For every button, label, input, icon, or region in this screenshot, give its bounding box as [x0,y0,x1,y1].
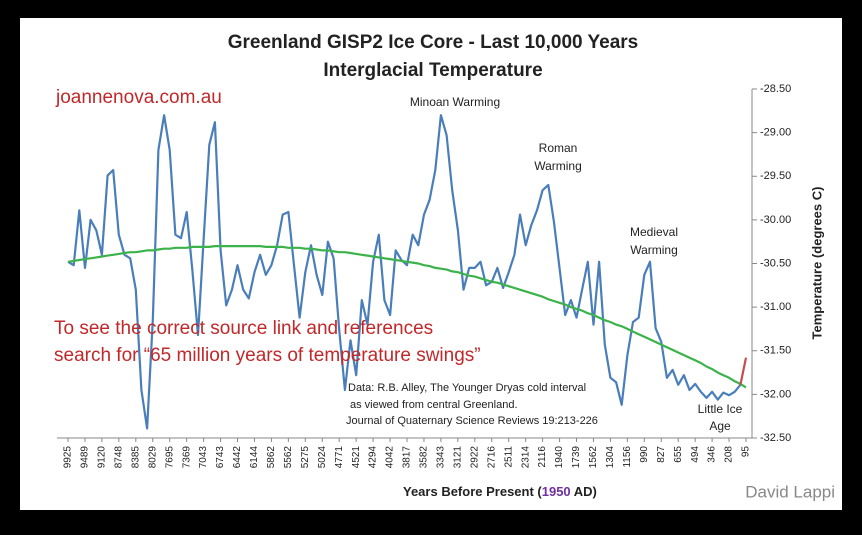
y-tick-label: -30.00 [760,214,791,226]
x-tick-label: 208 [724,446,735,463]
y-tick-label: -30.50 [760,257,791,269]
x-tick-label: 9925 [63,446,74,469]
x-axis-label-part: Years Before Present ( [403,484,542,499]
notice: To see the correct source link and refer… [54,318,433,339]
x-tick-label: 655 [673,446,684,463]
x-tick-label: 7695 [164,446,175,469]
y-tick-label: -29.50 [760,170,791,182]
x-tick-label: 2511 [503,446,514,468]
x-tick-label: 8748 [113,446,124,469]
x-tick-label: 1562 [588,446,599,469]
annotation: Warming [630,243,678,257]
y-tick-label: -28.50 [760,83,791,95]
y-tick-label: -32.50 [760,432,791,444]
series-line [739,357,748,386]
annotation: Age [709,419,731,433]
x-tick-label: 8385 [130,446,141,469]
x-tick-label: 9120 [97,446,108,469]
x-tick-label: 2922 [469,446,480,469]
x-tick-label: 2314 [520,446,531,469]
x-tick-label: 4771 [334,446,345,469]
x-tick-label: 827 [656,446,667,463]
x-tick-label: 990 [639,446,650,463]
x-tick-label: 494 [690,446,701,463]
x-tick-label: 6144 [249,446,260,469]
source-note: Journal of Quaternary Science Reviews 19… [346,415,598,427]
annotation: Medieval [630,225,678,239]
x-tick-label: 3817 [402,446,413,469]
x-tick-label: 7043 [198,446,209,469]
x-tick-label: 3121 [452,446,463,469]
site-label: joannenova.com.au [55,87,222,108]
x-tick-label: 4294 [368,446,379,469]
x-tick-label: 5024 [317,446,328,469]
x-axis-label: Years Before Present (1950 AD) [403,484,597,499]
x-tick-label: 346 [707,446,718,463]
x-tick-label: 1156 [622,446,633,468]
y-tick-label: -32.00 [760,388,791,400]
x-tick-label: 5862 [266,446,277,469]
x-tick-label: 95 [741,446,752,458]
x-tick-label: 8029 [147,446,158,469]
x-tick-label: 7369 [181,446,192,469]
x-tick-label: 5562 [283,446,294,469]
y-tick-label: -29.00 [760,127,791,139]
source-note: as viewed from central Greenland. [350,399,518,411]
x-tick-label: 6442 [232,446,243,469]
chart-subtitle: Interglacial Temperature [323,60,542,81]
x-tick-label: 5275 [300,446,311,469]
chart-title: Greenland GISP2 Ice Core - Last 10,000 Y… [228,32,638,53]
series-line [67,114,742,430]
x-axis-label-year: 1950 [542,484,571,499]
x-tick-label: 1739 [571,446,582,469]
annotation: Little Ice [698,402,743,416]
y-tick-label: -31.00 [760,301,791,313]
series-line [67,245,747,389]
x-tick-label: 3582 [419,446,430,469]
watermark: David Lappi [745,482,835,501]
x-tick-label: 9489 [80,446,91,469]
notice: search for “65 million years of temperat… [54,345,481,366]
x-tick-label: 1940 [554,446,565,469]
annotation: Minoan Warming [410,95,500,109]
source-note: Data: R.B. Alley, The Younger Dryas cold… [348,382,586,394]
y-axis-label: Temperature (degrees C) [809,187,824,340]
annotation: Roman [539,141,578,155]
y-tick-label: -31.50 [760,345,791,357]
annotation: Warming [534,159,582,173]
x-tick-label: 3343 [436,446,447,469]
x-tick-label: 6743 [215,446,226,469]
x-tick-label: 4042 [385,446,396,469]
chart-background [20,18,842,510]
x-tick-label: 2116 [537,446,548,468]
x-tick-label: 1304 [605,446,616,469]
x-tick-label: 4521 [351,446,362,469]
x-axis-label-part: AD) [571,484,597,499]
x-tick-label: 2716 [486,446,497,469]
